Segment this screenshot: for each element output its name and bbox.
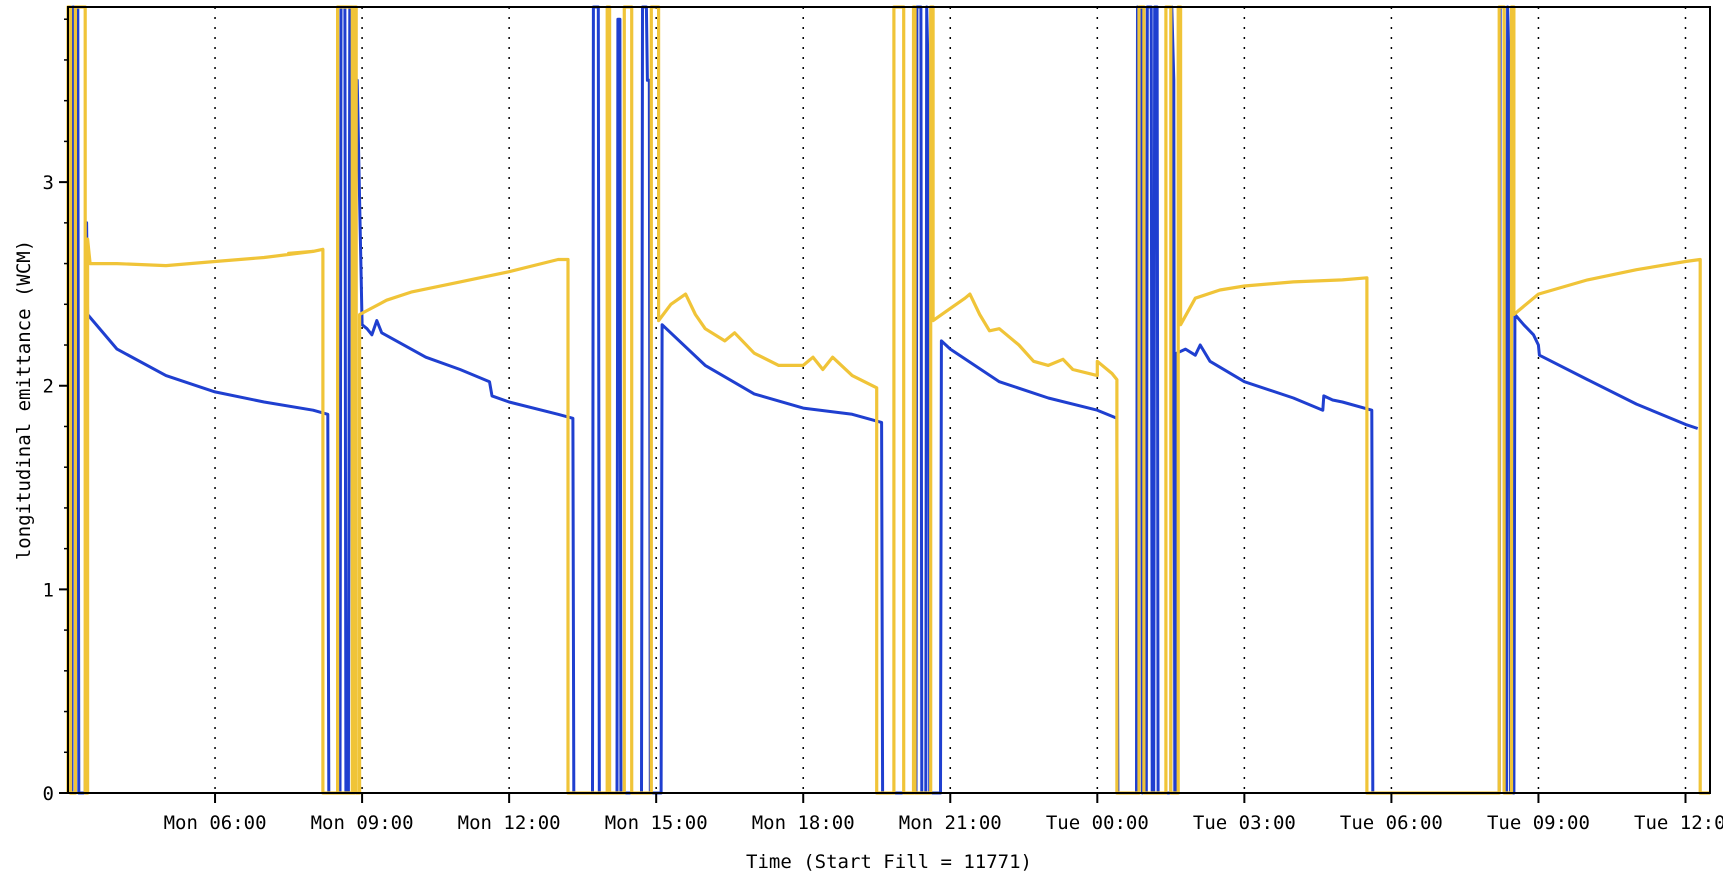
x-axis-label: Time (Start Fill = 11771) <box>746 851 1032 873</box>
x-tick-label: Tue 00:00 <box>1046 812 1149 834</box>
y-tick-label: 0 <box>43 783 54 805</box>
y-tick-label: 1 <box>43 579 54 601</box>
x-tick-label: Mon 18:00 <box>752 812 855 834</box>
x-tick-label: Mon 12:00 <box>458 812 561 834</box>
series-line-1 <box>66 5 1699 795</box>
x-tick-label: Tue 03:00 <box>1193 812 1296 834</box>
x-tick-label: Mon 15:00 <box>605 812 708 834</box>
x-tick-label: Mon 09:00 <box>311 812 414 834</box>
series-line-2 <box>66 5 1710 795</box>
plot-area-frame <box>67 6 1711 794</box>
x-tick-label: Tue 06:00 <box>1340 812 1443 834</box>
y-tick-label: 3 <box>43 172 54 194</box>
x-tick-label: Mon 21:00 <box>899 812 1002 834</box>
series-lines <box>66 5 1710 795</box>
y-axis-ticks: 0 1 2 3 <box>43 18 68 805</box>
x-tick-label: Tue 12:00 <box>1634 812 1723 834</box>
x-tick-label: Tue 09:00 <box>1487 812 1590 834</box>
y-axis-label: longitudinal emittance (WCM) <box>13 240 35 560</box>
x-tick-label: Mon 06:00 <box>164 812 267 834</box>
y-tick-label: 2 <box>43 376 54 398</box>
grid-lines <box>214 7 1687 793</box>
x-axis-ticks: Mon 06:00 Mon 09:00 Mon 12:00 Mon 15:00 Mon … <box>164 793 1723 834</box>
